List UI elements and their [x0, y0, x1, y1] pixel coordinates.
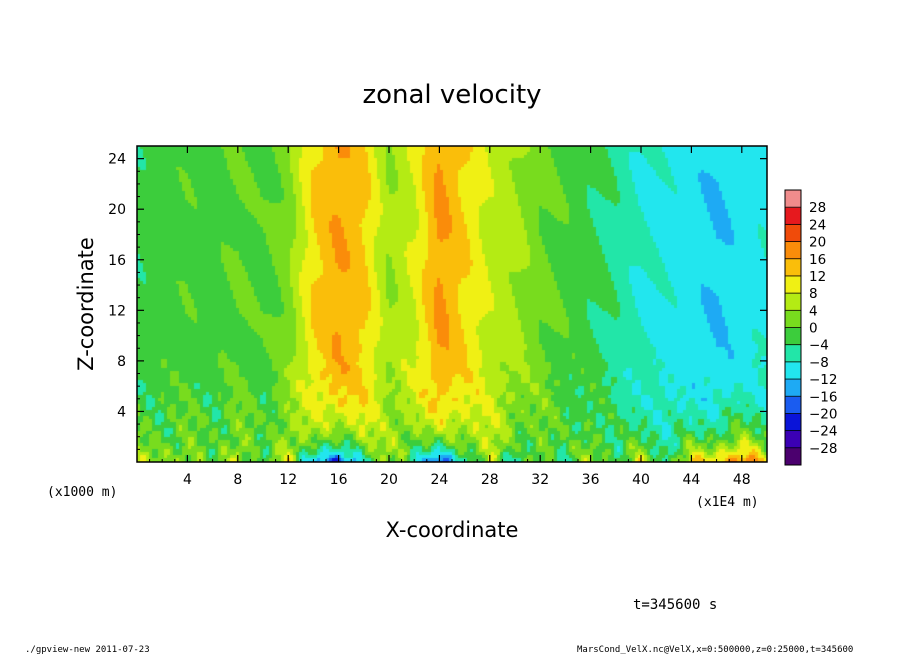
colorbar-swatch	[785, 361, 801, 380]
x-tick-label: 8	[233, 472, 242, 488]
colorbar-label: 24	[809, 217, 826, 233]
y-tick-label: 24	[108, 152, 126, 168]
heatmap-field	[137, 146, 767, 462]
colorbar-label: 20	[809, 235, 826, 251]
colorbar-swatch	[785, 413, 801, 432]
chart-title: zonal velocity	[362, 80, 541, 110]
time-label: t=345600 s	[633, 597, 717, 613]
x-tick-label: 40	[632, 472, 650, 488]
y-tick-label: 8	[117, 354, 126, 370]
x-tick-label: 28	[481, 472, 499, 488]
colorbar-label: −28	[809, 441, 838, 457]
x-tick-label: 48	[733, 472, 751, 488]
x-tick-label: 24	[430, 472, 448, 488]
x-tick-label: 4	[183, 472, 192, 488]
x-unit-label: (x1E4 m)	[696, 495, 759, 510]
colorbar-swatch	[785, 275, 801, 294]
colorbar-label: −16	[809, 389, 838, 405]
y-axis-label: Z-coordinate	[74, 237, 98, 371]
colorbar-label: −24	[809, 424, 838, 440]
x-tick-label: 44	[682, 472, 700, 488]
x-tick-label: 32	[531, 472, 549, 488]
colorbar-label: 28	[809, 200, 826, 216]
colorbar-label: −4	[809, 338, 829, 354]
colorbar-label: 16	[809, 252, 826, 268]
colorbar-label: −12	[809, 372, 838, 388]
colorbar-swatch	[785, 241, 801, 260]
y-tick-label: 16	[108, 253, 126, 269]
colorbar-swatch	[785, 207, 801, 225]
colorbar-label: 4	[809, 303, 818, 319]
colorbar-swatch	[785, 396, 801, 414]
colorbar-swatch	[785, 447, 801, 466]
y-tick-label: 12	[108, 303, 126, 319]
x-tick-label: 20	[380, 472, 398, 488]
colorbar-label: 0	[809, 321, 818, 337]
colorbar-swatch	[785, 344, 801, 363]
colorbar-label: 12	[809, 269, 826, 285]
y-tick-label: 20	[108, 202, 126, 218]
x-tick-label: 12	[279, 472, 297, 488]
x-axis: 4 8 12 16 20 24 28 32 36 40 44 48	[149, 146, 755, 488]
colorbar-swatch	[785, 258, 801, 277]
footer-right: MarsCond_VelX.nc@VelX,x=0:500000,z=0:250…	[577, 645, 853, 654]
colorbar-swatch	[785, 224, 801, 243]
colorbar-label: −20	[809, 406, 838, 422]
colorbar-label: −8	[809, 355, 829, 371]
colorbar-swatch	[785, 430, 801, 449]
y-tick-label: 4	[117, 404, 126, 420]
y-axis: 4 8 12 16 20 24	[108, 152, 767, 450]
plot-area	[136, 145, 768, 463]
colorbar-label: 8	[809, 286, 818, 302]
colorbar-swatch	[785, 379, 801, 397]
x-axis-label: X-coordinate	[386, 518, 519, 542]
y-unit-label: (x1000 m)	[47, 485, 117, 500]
colorbar-swatch	[785, 190, 801, 208]
colorbar-swatch	[785, 327, 801, 346]
footer-left: ./gpview-new 2011-07-23	[25, 645, 150, 654]
x-tick-label: 36	[582, 472, 600, 488]
colorbar-swatch	[785, 293, 801, 311]
x-tick-label: 16	[330, 472, 348, 488]
colorbar-swatch	[785, 310, 801, 328]
